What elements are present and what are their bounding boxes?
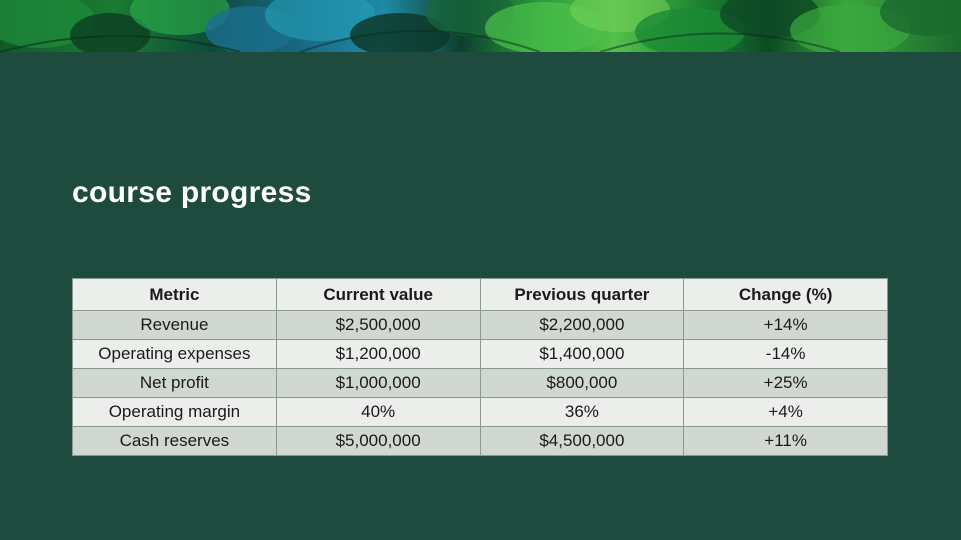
table-cell: $1,200,000 (275, 339, 481, 369)
table-cell: $800,000 (479, 368, 685, 398)
table-row: Revenue $2,500,000 $2,200,000 +14% (72, 310, 888, 340)
table-row: Operating margin 40% 36% +4% (72, 397, 888, 427)
table-cell: 40% (275, 397, 481, 427)
table-cell: Cash reserves (72, 426, 277, 456)
column-header: Current value (275, 278, 481, 311)
table-cell: Revenue (72, 310, 277, 340)
table-cell: Net profit (72, 368, 277, 398)
column-header: Metric (72, 278, 277, 311)
leaf-banner-image (0, 0, 961, 52)
table-cell: Operating expenses (72, 339, 277, 369)
table-cell: $1,000,000 (275, 368, 481, 398)
leaf-pattern (0, 0, 961, 52)
metrics-table: Metric Current value Previous quarter Ch… (72, 278, 888, 456)
table-row: Cash reserves $5,000,000 $4,500,000 +11% (72, 426, 888, 456)
table-cell: +25% (683, 368, 888, 398)
table-cell: +14% (683, 310, 888, 340)
table-cell: -14% (683, 339, 888, 369)
table-cell: 36% (479, 397, 685, 427)
table-cell: $4,500,000 (479, 426, 685, 456)
table-cell: $2,200,000 (479, 310, 685, 340)
column-header: Previous quarter (479, 278, 685, 311)
table-row: Operating expenses $1,200,000 $1,400,000… (72, 339, 888, 369)
table-cell: $2,500,000 (275, 310, 481, 340)
table-cell: +11% (683, 426, 888, 456)
table-cell: Operating margin (72, 397, 277, 427)
table-header-row: Metric Current value Previous quarter Ch… (72, 278, 888, 311)
table-row: Net profit $1,000,000 $800,000 +25% (72, 368, 888, 398)
table-cell: $5,000,000 (275, 426, 481, 456)
table-cell: $1,400,000 (479, 339, 685, 369)
column-header: Change (%) (683, 278, 888, 311)
slide-title: course progress (72, 176, 312, 209)
table-cell: +4% (683, 397, 888, 427)
